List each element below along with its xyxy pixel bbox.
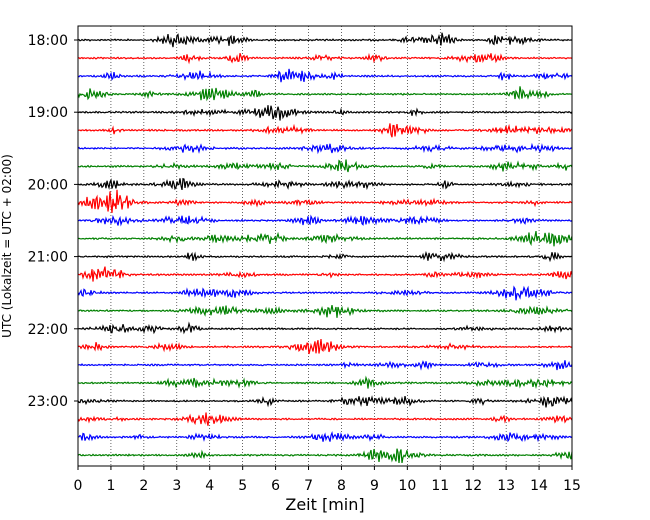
y-tick-label: 21:00 [28,250,68,266]
trace-2015 [77,189,573,213]
trace-2000 [78,177,573,191]
x-tick-label: 6 [271,478,280,494]
x-tick-label: 7 [304,478,313,494]
trace-2245 [77,375,573,389]
trace-1930 [77,142,573,155]
x-tick-label: 8 [337,478,346,494]
trace-2200 [77,321,573,335]
x-tick-label: 1 [106,478,115,494]
trace-2300 [77,395,573,408]
trace-2315 [77,412,573,426]
x-axis-label: Zeit [min] [285,495,364,514]
trace-2130 [77,285,573,301]
trace-2115 [77,266,573,282]
trace-2100 [77,250,573,263]
trace-2345 [77,448,573,464]
plot-background [78,26,572,466]
trace-2030 [77,214,573,227]
y-axis: 18:00 19:00 20:00 21:00 22:00 23:00 [28,33,78,410]
x-tick-label: 2 [139,478,148,494]
trace-1800 [77,32,573,48]
grid [110,26,540,466]
plot-frame [77,25,573,467]
trace-1915 [77,123,573,138]
x-tick-label: 10 [398,478,416,494]
trace-2330 [77,430,573,443]
x-tick-label: 13 [497,478,515,494]
x-tick-label: 5 [238,478,247,494]
x-tick-label: 3 [172,478,181,494]
traces [77,32,573,464]
x-axis: 0 1 2 3 4 5 6 7 8 9 10 11 12 13 14 15 [74,466,581,494]
trace-2215 [77,339,573,355]
y-tick-label: 19:00 [28,105,68,121]
trace-1815 [77,52,573,65]
trace-1845 [77,86,573,102]
x-tick-label: 4 [205,478,214,494]
trace-1945 [77,159,573,173]
x-tick-label: 14 [530,478,548,494]
trace-2230 [77,360,573,371]
y-tick-label: 18:00 [28,33,68,49]
x-tick-label: 9 [370,478,379,494]
trace-1900 [77,105,573,121]
y-tick-label: 23:00 [28,394,68,410]
x-tick-label: 0 [74,478,83,494]
x-tick-label: 12 [464,478,482,494]
trace-1830 [77,68,573,83]
y-tick-label: 22:00 [28,322,68,338]
x-tick-label: 15 [563,478,581,494]
y-tick-label: 20:00 [28,177,68,193]
y-axis-label: UTC (Lokalzeit = UTC + 02:00) [0,154,14,338]
trace-2045 [77,230,573,247]
trace-2145 [77,304,573,318]
x-tick-label: 11 [431,478,449,494]
